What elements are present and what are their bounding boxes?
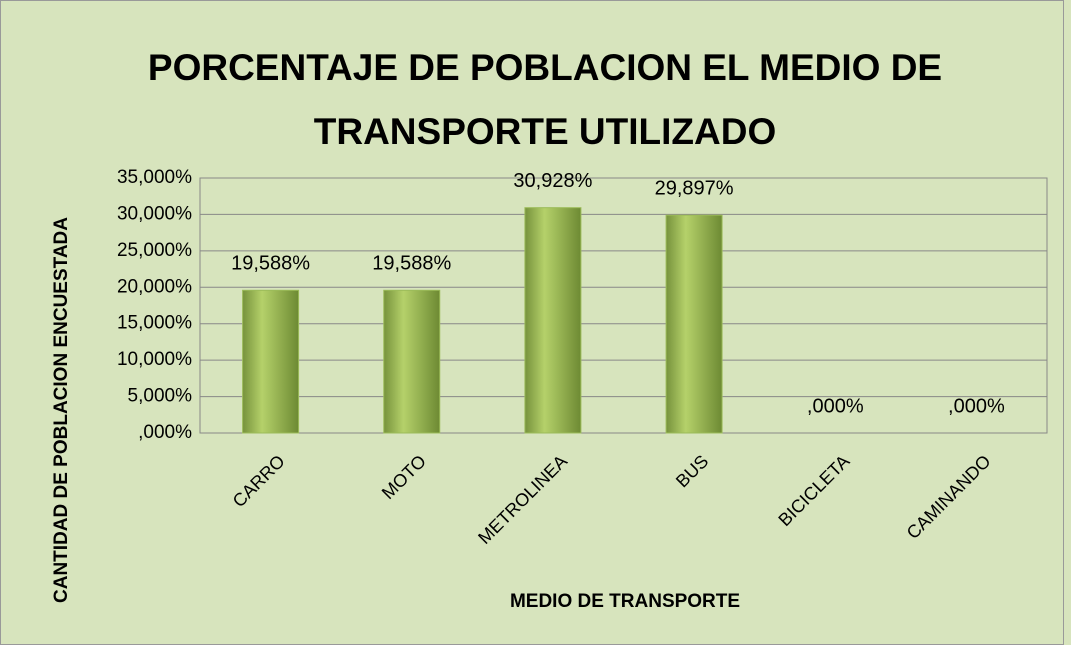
data-label: 19,588% [372, 253, 451, 275]
data-label: 29,897% [655, 177, 734, 199]
y-tick-label: 15,000% [117, 313, 192, 334]
x-tick-label: MOTO [378, 451, 430, 503]
x-tick-label: CAMINANDO [903, 451, 995, 543]
x-tick-label: BUS [672, 451, 712, 491]
y-tick-label: 20,000% [117, 276, 192, 297]
y-tick-label: 10,000% [117, 349, 192, 370]
y-tick-label: 25,000% [117, 240, 192, 261]
y-tick-label: 35,000% [117, 167, 192, 188]
x-tick-label: BICICLETA [774, 451, 853, 530]
bar [383, 289, 441, 434]
plot-area [199, 177, 1048, 434]
y-axis-label: CANTIDAD DE POBLACION ENCUESTADA [51, 217, 72, 603]
data-label: ,000% [807, 395, 864, 417]
y-tick-label: 5,000% [128, 386, 193, 407]
bar [665, 214, 723, 434]
data-label: ,000% [948, 395, 1005, 417]
x-tick-label: METROLINEA [474, 451, 571, 548]
y-tick-label: ,000% [138, 422, 192, 443]
bar [242, 289, 300, 434]
y-tick-label: 30,000% [117, 203, 192, 224]
data-label: 30,928% [513, 170, 592, 192]
data-label: 19,588% [231, 253, 310, 275]
chart-title: PORCENTAJE DE POBLACION EL MEDIO DE TRAN… [147, 47, 943, 152]
x-axis-label: MEDIO DE TRANSPORTE [510, 591, 740, 612]
x-tick-label: CARRO [229, 451, 289, 511]
bar [524, 207, 582, 434]
